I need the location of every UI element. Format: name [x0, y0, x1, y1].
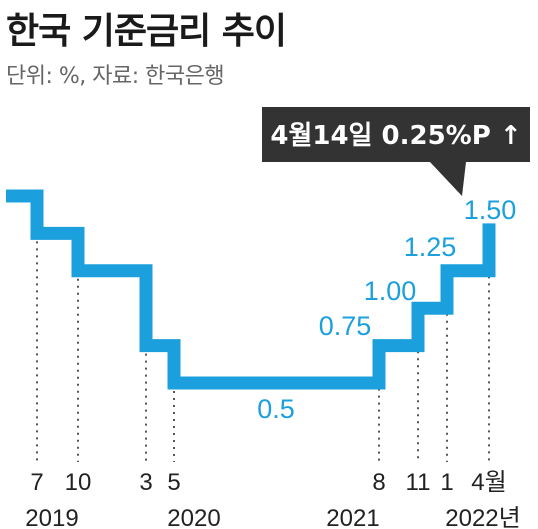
month-tick-label: 7 — [30, 469, 43, 496]
month-tick-label: 11 — [406, 469, 431, 496]
month-tick-label: 5 — [167, 469, 180, 496]
year-tick-label: 2022년 — [445, 505, 520, 529]
series-line — [6, 189, 496, 390]
year-tick-label: 2019 — [25, 505, 78, 529]
callout-box — [262, 107, 530, 162]
year-tick-label: 2020 — [167, 505, 220, 529]
data-label: 1.00 — [364, 276, 417, 306]
month-tick-label: 3 — [139, 469, 152, 496]
month-tick-label: 1 — [440, 469, 453, 496]
month-tick-label: 10 — [65, 469, 92, 496]
chart-subtitle: 단위: %, 자료: 한국은행 — [6, 64, 225, 89]
month-tick-label: 4월 — [471, 469, 506, 496]
callout: 4월14일 0.25%P ↑ — [262, 107, 530, 196]
data-label: 1.50 — [464, 195, 517, 225]
chart-title: 한국 기준금리 추이 — [6, 11, 287, 52]
month-tick-label: 8 — [372, 469, 385, 496]
data-label: 1.25 — [404, 232, 457, 262]
callout-pointer — [430, 162, 466, 196]
callout-text: 4월14일 0.25%P ↑ — [270, 121, 521, 151]
year-tick-label: 2021 — [326, 505, 379, 529]
data-label: 0.75 — [319, 311, 372, 341]
data-label: 0.5 — [257, 394, 295, 424]
